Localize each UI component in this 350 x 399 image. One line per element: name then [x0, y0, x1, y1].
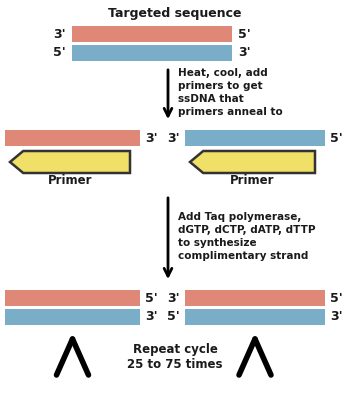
Text: Primer: Primer: [230, 174, 275, 186]
Bar: [5, 309, 140, 325]
Text: 3': 3': [238, 47, 251, 59]
Text: 5': 5': [238, 28, 251, 41]
Bar: [185, 130, 325, 146]
Text: Add Taq polymerase,
dGTP, dCTP, dATP, dTTP
to synthesize
complimentary strand: Add Taq polymerase, dGTP, dCTP, dATP, dT…: [178, 212, 315, 261]
Text: 5': 5': [53, 47, 66, 59]
Text: 3': 3': [330, 310, 343, 324]
Bar: [5, 130, 140, 146]
Text: 5': 5': [330, 292, 343, 304]
Text: 3': 3': [145, 310, 158, 324]
Bar: [5, 290, 140, 306]
Text: 3': 3': [53, 28, 66, 41]
Text: Primer: Primer: [48, 174, 92, 186]
Text: Repeat cycle
25 to 75 times: Repeat cycle 25 to 75 times: [127, 343, 223, 371]
Text: Targeted sequence: Targeted sequence: [108, 6, 242, 20]
Bar: [72, 45, 232, 61]
Text: 3': 3': [167, 132, 180, 144]
Text: 3': 3': [167, 292, 180, 304]
Text: 5': 5': [145, 292, 158, 304]
Text: 5': 5': [167, 310, 180, 324]
Bar: [185, 290, 325, 306]
Polygon shape: [190, 151, 315, 173]
Text: Heat, cool, add
primers to get
ssDNA that
primers anneal to: Heat, cool, add primers to get ssDNA tha…: [178, 68, 283, 117]
Bar: [72, 26, 232, 42]
Text: 3': 3': [145, 132, 158, 144]
Bar: [185, 309, 325, 325]
Polygon shape: [10, 151, 130, 173]
Text: 5': 5': [330, 132, 343, 144]
